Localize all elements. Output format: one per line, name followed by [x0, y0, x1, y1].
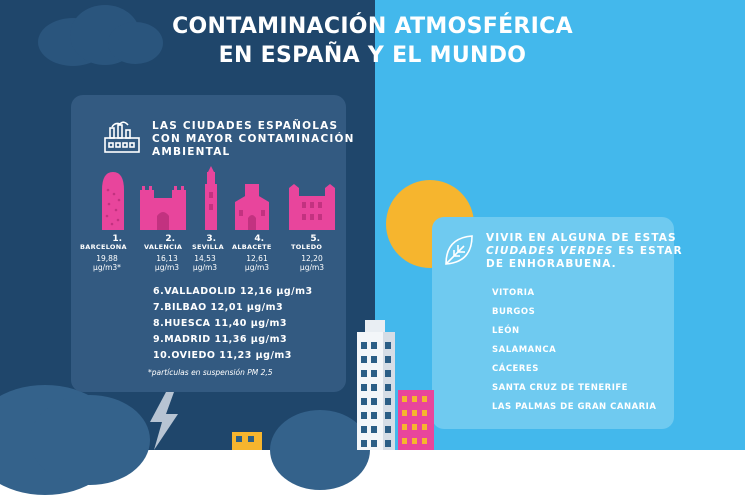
list-item: LAS PALMAS DE GRAN CANARIA	[492, 402, 657, 412]
city-value-barcelona: 19,88 µg/m3*	[82, 254, 132, 272]
factory-icon	[104, 121, 140, 153]
value: 19,88	[96, 254, 118, 263]
city-name-barcelona: BARCELONA	[80, 243, 127, 251]
list-item: BURGOS	[492, 307, 536, 317]
value: 12,20	[301, 254, 323, 263]
page-title-line1: CONTAMINACIÓN ATMOSFÉRICA	[172, 14, 573, 39]
unit: µg/m3	[299, 263, 325, 272]
unit: µg/m3	[154, 263, 180, 272]
value: 12,61	[246, 254, 268, 263]
header-line: AMBIENTAL	[152, 146, 231, 158]
yellow-building-icon	[232, 432, 262, 450]
value: 16,13	[156, 254, 178, 263]
city-value-sevilla: 14,53 µg/m3	[180, 254, 230, 272]
city-name-albacete: ALBACETE	[232, 243, 272, 251]
list-item: VITORIA	[492, 288, 535, 298]
header-line: DE ENHORABUENA.	[486, 258, 617, 270]
page-title-line2: EN ESPAÑA Y EL MUNDO	[218, 43, 527, 68]
list-item: SALAMANCA	[492, 345, 557, 355]
value: 14,53	[194, 254, 216, 263]
toledo-building-icon	[289, 184, 335, 230]
cloud-decoration	[30, 395, 150, 485]
city-value-albacete: 12,61 µg/m3	[232, 254, 282, 272]
header-line: CON MAYOR CONTAMINACIÓN	[152, 133, 355, 145]
lightning-icon	[150, 392, 178, 450]
polluted-cities-header: LAS CIUDADES ESPAÑOLAS CON MAYOR CONTAMI…	[152, 120, 355, 159]
pink-building-icon	[398, 390, 434, 450]
list-item: 10.OVIEDO 11,23 µg/m3	[153, 350, 292, 361]
list-item: LEÓN	[492, 326, 520, 336]
tall-building-icon	[357, 320, 395, 450]
list-item: 6.VALLADOLID 12,16 µg/m3	[153, 286, 313, 297]
green-cities-panel	[432, 217, 674, 429]
header-line: CIUDADES VERDES ES ESTAR	[486, 245, 683, 258]
rank-4: 4.	[254, 234, 264, 244]
rank-1: 1.	[112, 234, 122, 244]
city-value-valencia: 16,13 µg/m3	[142, 254, 192, 272]
header-emphasis: CIUDADES VERDES	[486, 245, 614, 257]
barcelona-building-icon	[102, 172, 124, 230]
valencia-building-icon	[140, 186, 186, 230]
unit: µg/m3	[192, 263, 218, 272]
list-item: 9.MADRID 11,36 µg/m3	[153, 334, 288, 345]
list-item: SANTA CRUZ DE TENERIFE	[492, 383, 628, 393]
albacete-building-icon	[235, 184, 269, 230]
city-name-toledo: TOLEDO	[291, 243, 323, 251]
polluted-cities-panel	[71, 95, 346, 392]
cloud-decoration	[108, 22, 163, 64]
list-item: 8.HUESCA 11,40 µg/m3	[153, 318, 287, 329]
header-text: ES ESTAR	[618, 245, 683, 257]
city-value-toledo: 12,20 µg/m3	[287, 254, 337, 272]
sevilla-building-icon	[205, 166, 217, 230]
list-item: CÁCERES	[492, 364, 539, 374]
unit: µg/m3	[244, 263, 270, 272]
leaf-icon	[445, 235, 473, 265]
city-name-sevilla: SEVILLA	[192, 243, 224, 251]
city-name-valencia: VALENCIA	[144, 243, 183, 251]
rank-2: 2.	[165, 234, 175, 244]
rank-3: 3.	[206, 234, 216, 244]
rank-5: 5.	[310, 234, 320, 244]
footnote: *partículas en suspensión PM 2,5	[148, 368, 273, 377]
header-line: LAS CIUDADES ESPAÑOLAS	[152, 120, 339, 132]
header-line: VIVIR EN ALGUNA DE ESTAS	[486, 232, 677, 244]
unit: µg/m3*	[93, 263, 121, 272]
list-item: 7.BILBAO 12,01 µg/m3	[153, 302, 284, 313]
green-cities-header: VIVIR EN ALGUNA DE ESTAS CIUDADES VERDES…	[486, 232, 683, 271]
